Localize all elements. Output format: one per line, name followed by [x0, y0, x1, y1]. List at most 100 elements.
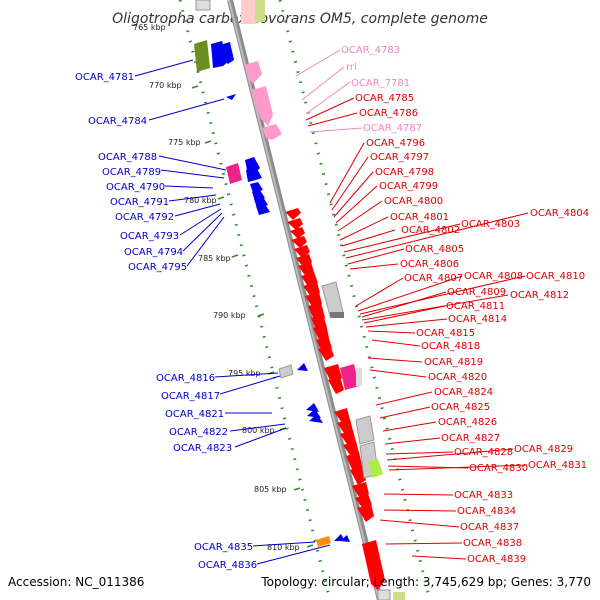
gene-label[interactable]: OCAR_4789 [102, 167, 161, 178]
gene-label[interactable]: OCAR_4829 [514, 444, 573, 455]
gene-label[interactable]: OCAR_4797 [370, 152, 429, 163]
gene-label[interactable]: OCAR_4818 [421, 341, 480, 352]
gene-label[interactable]: OCAR_4786 [359, 108, 418, 119]
gene-label[interactable]: OCAR_4834 [457, 506, 516, 517]
gene-arrow[interactable] [362, 540, 385, 590]
gene-arrow[interactable] [340, 364, 359, 390]
gene-label[interactable]: OCAR_4806 [400, 259, 459, 270]
gene-label[interactable]: OCAR_4807 [404, 273, 463, 284]
gene-label[interactable]: OCAR_4821 [165, 409, 224, 420]
gene-label[interactable]: OCAR_4804 [530, 208, 589, 219]
gene-label[interactable]: OCAR_4809 [447, 287, 506, 298]
gene-arrow[interactable] [226, 94, 236, 100]
gene-block[interactable] [377, 589, 391, 600]
gene-arrow[interactable] [256, 204, 270, 215]
gene-arrow[interactable] [357, 504, 374, 522]
gene-label[interactable]: OCAR_4830 [469, 463, 528, 474]
gene-arrow[interactable] [321, 281, 344, 317]
gene-arrow[interactable] [316, 536, 331, 547]
gene-arrow[interactable] [318, 345, 334, 361]
gene-block[interactable] [330, 312, 344, 318]
gene-arrow[interactable] [350, 466, 366, 485]
gene-label[interactable]: OCAR_4836 [198, 560, 257, 571]
gene-arrow[interactable] [294, 245, 310, 258]
gene-label[interactable]: OCAR_4815 [416, 328, 475, 339]
gene-block[interactable] [356, 368, 362, 386]
gene-label[interactable]: OCAR_4835 [194, 542, 253, 553]
gene-label[interactable]: OCAR_7781 [351, 78, 410, 89]
gene-label[interactable]: OCAR_4819 [424, 357, 483, 368]
gene-arrow[interactable] [226, 163, 242, 184]
gene-label[interactable]: OCAR_4788 [98, 152, 157, 163]
kbp-label: 785 kbp [198, 254, 231, 263]
gene-label[interactable]: OCAR_4799 [379, 181, 438, 192]
gene-arrow[interactable] [194, 40, 210, 72]
gene-label[interactable]: OCAR_4800 [384, 196, 443, 207]
gene-block[interactable] [241, 0, 257, 24]
gene-label[interactable]: OCAR_4827 [441, 433, 500, 444]
gene-label[interactable]: OCAR_4790 [106, 182, 165, 193]
gene-label[interactable]: OCAR_4805 [405, 244, 464, 255]
gene-label[interactable]: OCAR_4803 [461, 219, 520, 230]
gene-arrow[interactable] [251, 86, 273, 126]
gene-arrow[interactable] [355, 415, 375, 445]
gene-arrow[interactable] [223, 42, 234, 64]
gene-label[interactable]: OCAR_4781 [75, 72, 134, 83]
gene-label[interactable]: OCAR_4812 [510, 290, 569, 301]
gene-arrow[interactable] [306, 403, 319, 412]
gene-label[interactable]: OCAR_4838 [463, 538, 522, 549]
gene-arrow[interactable] [287, 218, 303, 230]
gene-arrow[interactable] [285, 208, 301, 220]
gene-label[interactable]: OCAR_4791 [110, 197, 169, 208]
gene-label[interactable]: OCAR_4825 [431, 402, 490, 413]
gene-label[interactable]: OCAR_4817 [161, 391, 220, 402]
gene-label[interactable]: OCAR_4814 [448, 314, 507, 325]
gene-label[interactable]: OCAR_4824 [434, 387, 493, 398]
gene-block[interactable] [195, 0, 211, 11]
gene-arrow[interactable] [340, 535, 350, 542]
gene-label[interactable]: OCAR_4795 [128, 262, 187, 273]
gene-label[interactable]: OCAR_4822 [169, 427, 228, 438]
gene-arrow[interactable] [291, 236, 307, 248]
gene-arrow[interactable] [297, 363, 308, 371]
gene-arrow[interactable] [368, 459, 383, 478]
gene-label[interactable]: rrl [346, 62, 357, 73]
gene-arrow[interactable] [334, 408, 350, 424]
gene-label[interactable]: OCAR_4837 [460, 522, 519, 533]
kbp-label: 800 kbp [242, 426, 275, 435]
gene-label[interactable]: OCAR_4796 [366, 138, 425, 149]
gene-label[interactable]: OCAR_4808 [464, 271, 523, 282]
gene-label[interactable]: OCAR_4820 [428, 372, 487, 383]
gene-label[interactable]: OCAR_4794 [124, 247, 183, 258]
kbp-ruler-marks [191, 85, 314, 548]
gene-block[interactable] [255, 0, 265, 22]
gene-label[interactable]: OCAR_4798 [375, 167, 434, 178]
gene-label[interactable]: OCAR_4839 [467, 554, 526, 565]
gene-arrow[interactable] [278, 364, 294, 379]
gene-label[interactable]: OCAR_4793 [120, 231, 179, 242]
gene-arrow[interactable] [262, 124, 282, 140]
gene-label[interactable]: OCAR_4783 [341, 45, 400, 56]
gene-label[interactable]: OCAR_4784 [88, 116, 147, 127]
gene-arrow[interactable] [290, 227, 305, 239]
gene-label[interactable]: OCAR_4823 [173, 443, 232, 454]
gene-arrow[interactable] [246, 167, 262, 182]
gene-label[interactable]: OCAR_4802 [401, 225, 460, 236]
gene-arrow[interactable] [309, 414, 323, 423]
gene-label[interactable]: OCAR_4810 [526, 271, 585, 282]
gene-label[interactable]: OCAR_4831 [528, 460, 587, 471]
gene-label[interactable]: OCAR_4833 [454, 490, 513, 501]
gene-label[interactable]: OCAR_4811 [446, 301, 505, 312]
gene-block[interactable] [393, 592, 405, 600]
gene-arrow[interactable] [244, 61, 262, 84]
right-leader-lines [295, 49, 529, 560]
gene-label[interactable]: OCAR_4816 [156, 373, 215, 384]
gene-label[interactable]: OCAR_4792 [115, 212, 174, 223]
gene-label[interactable]: OCAR_4787 [363, 123, 422, 134]
gene-label[interactable]: OCAR_4801 [390, 212, 449, 223]
gene-label[interactable]: OCAR_4826 [438, 417, 497, 428]
gene-arrow[interactable] [328, 376, 344, 394]
gene-label[interactable]: OCAR_4828 [454, 447, 513, 458]
gene-label[interactable]: OCAR_4785 [355, 93, 414, 104]
